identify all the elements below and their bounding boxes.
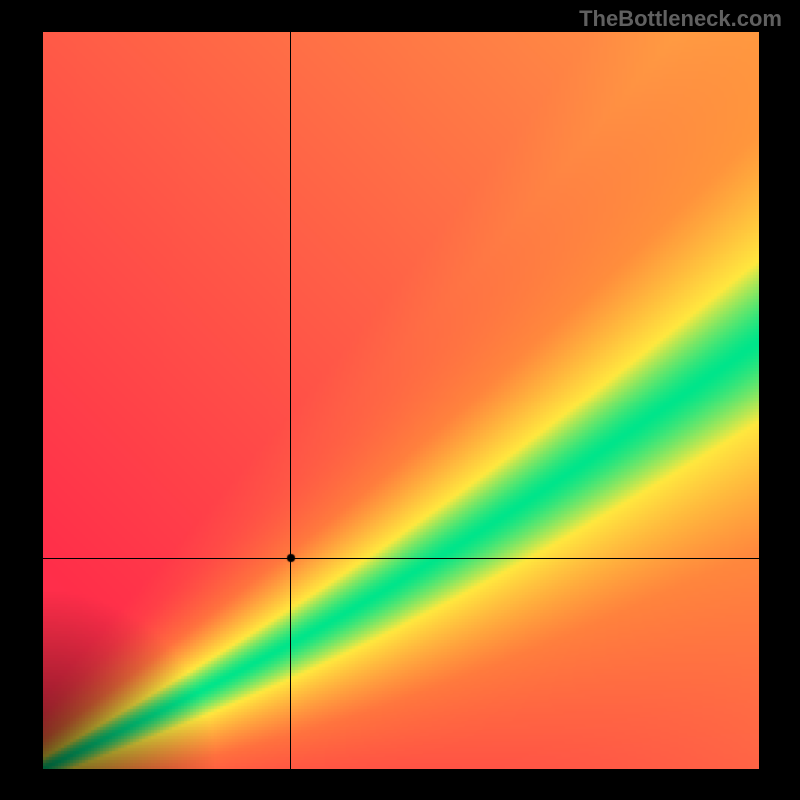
crosshair-marker	[285, 552, 297, 564]
bottleneck-heatmap	[43, 32, 759, 769]
chart-container: { "type": "heatmap", "watermark": { "tex…	[0, 0, 800, 800]
watermark-text: TheBottleneck.com	[579, 6, 782, 32]
crosshair-vertical	[290, 32, 291, 769]
crosshair-horizontal	[43, 558, 759, 559]
